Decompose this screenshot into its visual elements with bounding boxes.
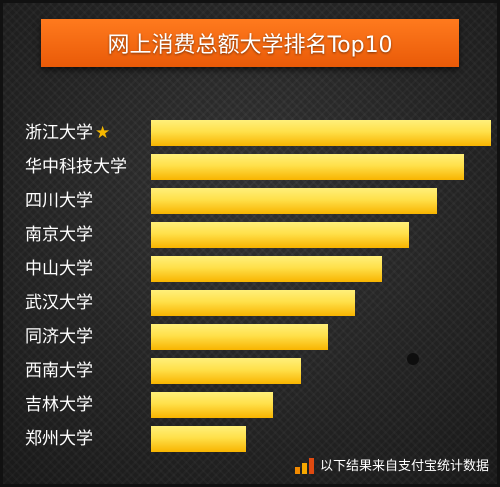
category-label-text: 中山大学 — [25, 259, 93, 279]
category-label: 中山大学 — [25, 256, 93, 282]
category-label-text: 四川大学 — [25, 191, 93, 211]
source-note: 以下结果来自支付宝统计数据 — [319, 459, 489, 474]
category-label-text: 吉林大学 — [25, 395, 93, 415]
category-label: 郑州大学 — [25, 426, 93, 452]
category-label: 华中科技大学 — [25, 154, 127, 180]
decorative-dot — [407, 353, 419, 365]
bar — [151, 358, 301, 384]
bar-logo-icon — [294, 458, 314, 474]
star-icon: ★ — [95, 123, 111, 143]
category-label-text: 浙江大学 — [25, 123, 93, 143]
source-footer: 以下结果来自支付宝统计数据 — [294, 456, 489, 474]
bar — [151, 154, 464, 180]
bar — [151, 222, 409, 248]
bar — [151, 392, 273, 418]
category-label-text: 西南大学 — [25, 361, 93, 381]
category-label: 南京大学 — [25, 222, 93, 248]
chart-title: 网上消费总额大学排名Top10 — [41, 19, 459, 67]
category-label: 吉林大学 — [25, 392, 93, 418]
category-label-text: 南京大学 — [25, 225, 93, 245]
category-label-text: 同济大学 — [25, 327, 93, 347]
category-label: 西南大学 — [25, 358, 93, 384]
category-label: 武汉大学 — [25, 290, 93, 316]
bar — [151, 324, 328, 350]
category-label: 四川大学 — [25, 188, 93, 214]
category-label: 同济大学 — [25, 324, 93, 350]
bar — [151, 120, 491, 146]
category-label-text: 华中科技大学 — [25, 157, 127, 177]
bar — [151, 188, 437, 214]
bar — [151, 426, 246, 452]
category-label-text: 武汉大学 — [25, 293, 93, 313]
bar — [151, 290, 355, 316]
category-label-text: 郑州大学 — [25, 429, 93, 449]
bar — [151, 256, 382, 282]
category-label: 浙江大学 ★ — [25, 120, 110, 146]
